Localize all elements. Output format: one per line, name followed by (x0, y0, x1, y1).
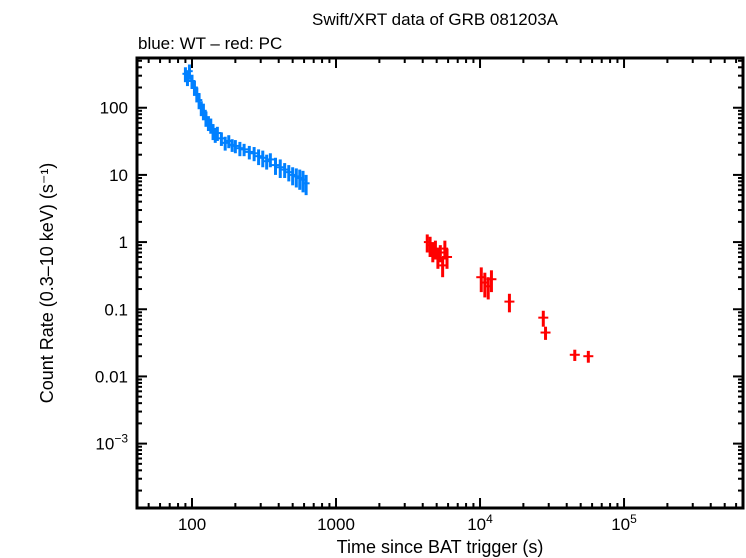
chart-subtitle: blue: WT – red: PC (138, 34, 282, 53)
y-tick-label: 0.01 (95, 367, 128, 386)
y-tick-label: 10−3 (95, 432, 128, 454)
chart-title: Swift/XRT data of GRB 081203A (312, 10, 559, 29)
data-point (583, 350, 594, 363)
data-point (302, 174, 310, 196)
series-pc (423, 234, 594, 363)
x-tick-label: 105 (611, 512, 637, 534)
data-point (540, 326, 551, 340)
data-point (265, 153, 276, 168)
data-point (504, 293, 515, 313)
y-tick-label: 0.1 (104, 300, 128, 319)
y-tick-label: 1 (119, 233, 128, 252)
data-point (195, 93, 203, 110)
x-axis-label: Time since BAT trigger (s) (337, 537, 544, 557)
x-tick-label: 100 (178, 515, 206, 534)
data-point (442, 248, 453, 269)
data-point (436, 245, 444, 263)
data-marks (182, 64, 594, 363)
data-point (569, 349, 580, 361)
x-tick-label: 1000 (317, 515, 355, 534)
axis-ticks: 100 1000 104 105 100 10 1 0.1 0.01 10−3 (95, 58, 743, 534)
series-wt (182, 64, 310, 196)
x-tick-label: 104 (467, 512, 493, 534)
data-point (186, 64, 193, 80)
y-tick-label: 100 (100, 99, 128, 118)
data-point (486, 270, 497, 293)
data-point (538, 310, 549, 327)
y-axis-label: Count Rate (0.3–10 keV) (s⁻¹) (37, 163, 57, 404)
y-tick-label: 10 (109, 166, 128, 185)
data-point (439, 256, 446, 278)
plot-frame (135, 56, 745, 510)
data-point (239, 143, 250, 157)
